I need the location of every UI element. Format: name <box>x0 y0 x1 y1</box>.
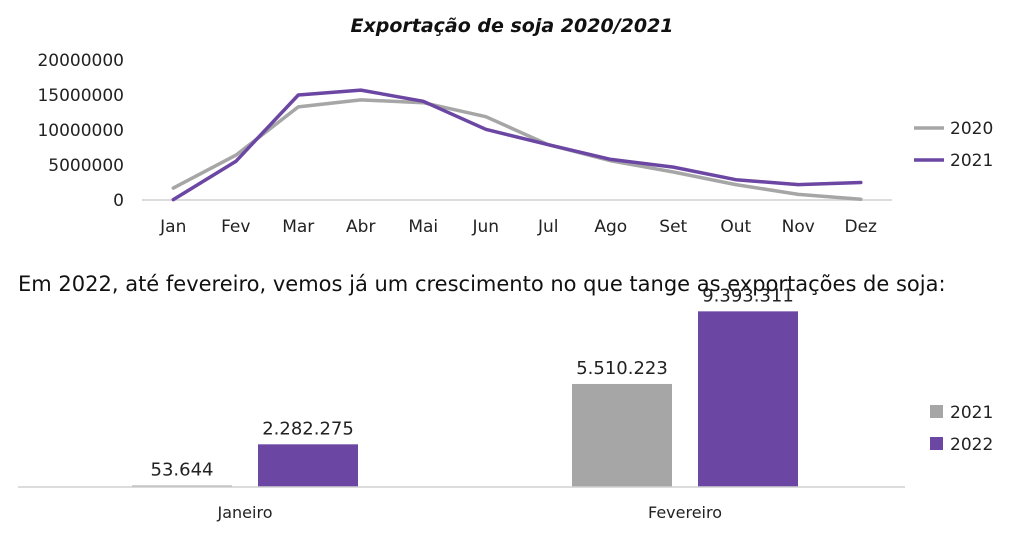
series-line-2020 <box>171 98 863 202</box>
x-tick-label: Mai <box>408 217 438 237</box>
x-tick-label: Jun <box>471 217 499 237</box>
line-chart-y-axis: 0 5000000 10000000 15000000 20000000 <box>37 51 124 211</box>
bar-2021-Fevereiro <box>572 383 672 487</box>
x-tick-label: Fev <box>221 217 250 237</box>
x-tick-label: Nov <box>782 217 815 237</box>
legend-swatch-2021 <box>930 405 943 418</box>
x-tick-label: Out <box>720 217 751 237</box>
bar-chart-legend: 2021 2022 <box>930 403 993 455</box>
legend-label-2020: 2020 <box>950 119 993 139</box>
y-tick-label: 5000000 <box>48 156 124 176</box>
bar-data-label: 5.510.223 <box>576 358 668 379</box>
x-tick-label: Dez <box>845 217 878 237</box>
bar-chart: 53.644 2.282.275 5.510.223 9.393.311 Janeir… <box>18 285 993 522</box>
y-tick-label: 0 <box>113 191 124 211</box>
x-tick-label: Ago <box>594 217 627 237</box>
y-tick-label: 20000000 <box>37 51 124 71</box>
bar-category-label: Fevereiro <box>648 503 722 522</box>
line-chart-legend: 2020 2021 <box>914 119 993 171</box>
x-tick-label: Set <box>659 217 687 237</box>
y-tick-label: 15000000 <box>37 86 124 106</box>
bar-category-label: Janeiro <box>217 503 273 522</box>
line-chart: Exportação de soja 2020/2021 0 5000000 100… <box>37 15 993 237</box>
bar-data-label: 2.282.275 <box>262 418 354 439</box>
x-tick-label: Mar <box>282 217 314 237</box>
y-tick-label: 10000000 <box>37 121 124 141</box>
legend-label-2021: 2021 <box>950 403 993 423</box>
bar-chart-bars: 53.644 2.282.275 5.510.223 9.393.311 <box>132 285 798 487</box>
legend-label-2021: 2021 <box>950 151 993 171</box>
bar-2022-Janeiro <box>258 444 358 487</box>
bar-chart-x-axis: Janeiro Fevereiro <box>217 503 722 522</box>
bar-2022-Fevereiro <box>698 311 798 487</box>
x-tick-label: Abr <box>346 217 375 237</box>
x-tick-label: Jan <box>159 217 186 237</box>
bar-data-label: 9.393.311 <box>702 285 794 306</box>
line-chart-series <box>171 88 863 202</box>
x-tick-label: Jul <box>537 217 559 237</box>
bar-data-label: 53.644 <box>151 460 214 481</box>
caption-text: Em 2022, até fevereiro, vemos já um cres… <box>18 272 946 296</box>
legend-swatch-2022 <box>930 437 943 450</box>
series-line-2021 <box>171 88 863 202</box>
legend-label-2022: 2022 <box>950 435 993 455</box>
line-chart-title: Exportação de soja 2020/2021 <box>350 15 673 37</box>
line-chart-x-axis: Jan Fev Mar Abr Mai Jun Jul Ago Set Out Nov Dez <box>159 217 877 237</box>
